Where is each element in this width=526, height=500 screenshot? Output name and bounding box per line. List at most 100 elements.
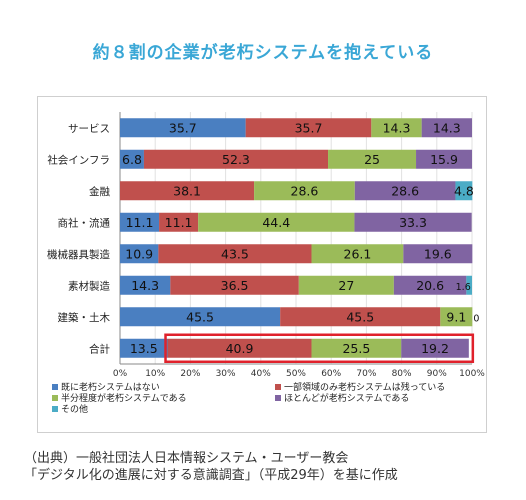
- legend-label: その他: [61, 403, 88, 415]
- x-tick-label: 70%: [356, 369, 376, 379]
- legend-label: 既に老朽システムはない: [61, 381, 160, 393]
- data-label: 14.3: [383, 120, 411, 135]
- bar-segment: [120, 118, 246, 138]
- data-label: 45.5: [186, 309, 214, 324]
- bar-segment: [298, 275, 394, 295]
- x-tick-label: 100%: [459, 369, 485, 379]
- highlight-box: [164, 333, 475, 363]
- legend-swatch: [52, 395, 58, 401]
- source-note: （出典）一般社団法人日本情報システム・ユーザー教会 「デジタル化の進展に対する意…: [24, 450, 514, 484]
- data-label: 14.3: [433, 120, 461, 135]
- data-label: 35.7: [169, 120, 197, 135]
- bar-segment: [328, 149, 417, 169]
- data-label: 0: [473, 313, 479, 324]
- data-label: 25.5: [342, 341, 370, 356]
- bar-segment: [120, 181, 255, 201]
- data-label: 26.1: [344, 246, 372, 261]
- data-label: 28.6: [391, 183, 419, 198]
- bar-segment: [120, 244, 159, 264]
- category-label: 金融: [89, 185, 110, 198]
- data-label: 33.3: [399, 215, 427, 230]
- data-label: 20.6: [416, 278, 444, 293]
- data-label: 44.4: [262, 215, 290, 230]
- data-label: 11.1: [165, 215, 193, 230]
- data-label: 35.7: [295, 120, 323, 135]
- bar-segment: [167, 338, 312, 358]
- source-line-1: （出典）一般社団法人日本情報システム・ユーザー教会: [24, 451, 349, 466]
- data-label: 11.1: [126, 215, 154, 230]
- category-label: 合計: [89, 342, 110, 355]
- legend-swatch: [52, 384, 58, 390]
- legend-swatch: [275, 384, 281, 390]
- data-label: 40.9: [226, 341, 254, 356]
- bar-segment: [401, 338, 469, 358]
- legend-swatch: [275, 395, 281, 401]
- bar-segment: [159, 212, 199, 232]
- data-label: 43.5: [221, 246, 249, 261]
- data-label: 14.3: [131, 278, 159, 293]
- bar-segment: [311, 244, 404, 264]
- bar-segment: [120, 275, 171, 295]
- legend-swatch: [52, 406, 58, 412]
- legend-label: ほとんどが老朽システムである: [284, 392, 409, 404]
- data-label: 27: [338, 278, 354, 293]
- category-label: サービス: [68, 123, 110, 135]
- bar-segment: [371, 118, 422, 138]
- bar-segment: [120, 338, 168, 358]
- data-label: 36.5: [221, 278, 249, 293]
- bar-segment: [311, 338, 402, 358]
- category-label: 建築・土木: [58, 311, 111, 324]
- data-label: 38.1: [173, 183, 201, 198]
- legend-label: 半分程度が老朽システムである: [61, 392, 187, 404]
- bar-segment: [416, 149, 472, 169]
- bar-segment: [245, 118, 372, 138]
- data-label: 10.9: [125, 246, 153, 261]
- x-tick-label: 10%: [145, 369, 165, 379]
- bar-segment: [254, 181, 355, 201]
- x-tick-label: 50%: [286, 369, 306, 379]
- bar-segment: [170, 275, 299, 295]
- bar-segment: [393, 275, 467, 295]
- bar-segment: [280, 307, 441, 327]
- data-label: 1.6: [456, 282, 471, 293]
- chart-title: 約８割の企業が老朽システムを抱えている: [92, 43, 434, 63]
- bar-segment: [198, 212, 355, 232]
- data-label: 52.3: [222, 152, 250, 167]
- bar-segment: [120, 149, 144, 169]
- bar-segment: [120, 212, 160, 232]
- data-label: 19.6: [424, 246, 452, 261]
- bar-segment: [440, 307, 473, 327]
- data-label: 15.9: [430, 152, 458, 167]
- category-label: 機械器具製造: [47, 248, 110, 261]
- data-label: 4.8: [454, 183, 474, 198]
- x-tick-label: 90%: [427, 369, 447, 379]
- category-label: 商社・流通: [58, 216, 111, 229]
- data-label: 28.6: [291, 183, 319, 198]
- x-tick-label: 20%: [180, 369, 200, 379]
- data-label: 19.2: [421, 341, 449, 356]
- x-tick-label: 80%: [392, 369, 412, 379]
- bar-segment: [120, 307, 281, 327]
- bar-segment: [403, 244, 473, 264]
- data-label: 45.5: [346, 309, 374, 324]
- bar-segment: [354, 212, 472, 232]
- bar-segment: [421, 118, 472, 138]
- source-line-2: 「デジタル化の進展に対する意識調査」（平成29年）を基に作成: [24, 468, 398, 483]
- category-label: 社会インフラ: [47, 153, 110, 166]
- bar-segment: [143, 149, 329, 169]
- bar-segment: [354, 181, 456, 201]
- bar-segment: [466, 275, 472, 295]
- data-label: 9.1: [446, 309, 466, 324]
- x-tick-label: 0%: [113, 369, 128, 379]
- bar-segment: [455, 181, 473, 201]
- data-label: 13.5: [130, 341, 158, 356]
- legend-label: 一部領域のみ老朽システムは残っている: [284, 381, 445, 393]
- x-tick-label: 40%: [251, 369, 271, 379]
- data-label: 6.8: [122, 152, 142, 167]
- x-tick-label: 30%: [216, 369, 236, 379]
- x-tick-label: 60%: [321, 369, 341, 379]
- bar-segment: [158, 244, 312, 264]
- category-label: 素材製造: [68, 279, 110, 292]
- data-label: 25: [364, 152, 380, 167]
